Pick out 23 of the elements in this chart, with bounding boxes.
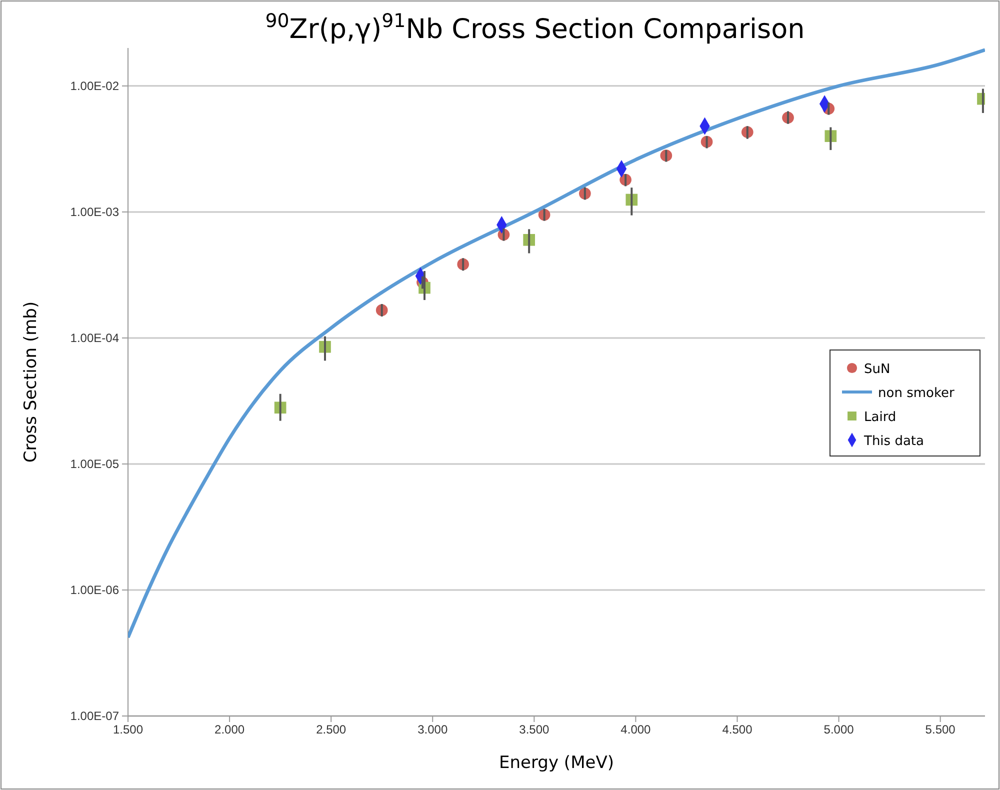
legend-label: Laird (864, 410, 896, 425)
legend-label: This data (863, 434, 924, 449)
x-tick-label: 2.000 (214, 722, 245, 737)
x-axis-title: Energy (MeV) (499, 753, 614, 773)
line-series (128, 48, 985, 640)
x-tick-label: 3.500 (519, 722, 550, 737)
y-tick-label: 1.00E-03 (70, 204, 120, 219)
y-tick-label: 1.00E-02 (70, 78, 120, 93)
x-tick-label: 4.500 (722, 722, 753, 737)
x-tick-label: 4.000 (620, 722, 652, 737)
y-tick-label: 1.00E-07 (70, 708, 120, 723)
x-tick-label: 5.000 (824, 722, 854, 737)
x-tick-label: 2.500 (316, 722, 346, 737)
x-tick-label: 5.500 (925, 722, 956, 737)
y-axis-title: Cross Section (mb) (21, 301, 41, 463)
legend-label: non smoker (878, 386, 956, 401)
legend-label: SuN (864, 362, 890, 377)
x-tick-label: 1.500 (112, 722, 144, 737)
x-tick-label: 3.000 (418, 722, 448, 737)
y-tick-label: 1.00E-05 (70, 456, 120, 471)
y-tick-label: 1.00E-06 (70, 582, 120, 597)
y-tick-label: 1.00E-04 (70, 330, 120, 345)
chart-title: $^{90}$Zr(p,γ)$^{91}$Nb Cross Section Comparison (265, 10, 805, 45)
